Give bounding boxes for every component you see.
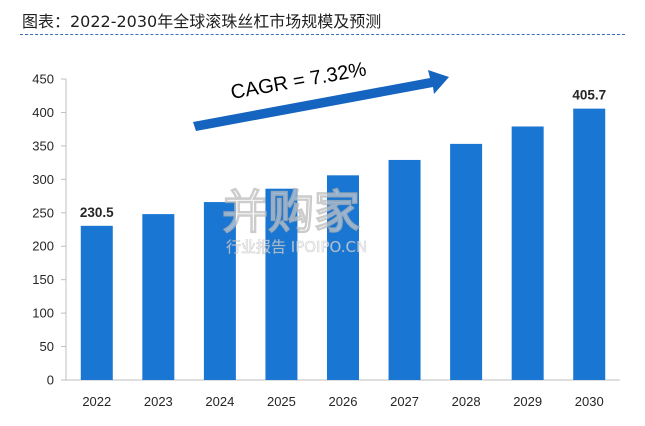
title-divider — [20, 34, 625, 35]
bar-2026 — [327, 175, 359, 380]
page-title: 图表：2022-2030年全球滚珠丝杠市场规模及预测 — [22, 12, 382, 31]
bar-2025 — [265, 188, 298, 380]
bar-2029 — [511, 126, 544, 380]
data-label-2030: 405.7 — [572, 88, 606, 103]
cagr-arrow — [193, 70, 449, 131]
watermark-sub: 行业报告 IPOIPO.CN — [226, 238, 367, 256]
y-tick-label: 0 — [47, 373, 54, 388]
x-tick-label: 2030 — [575, 394, 604, 409]
bar-2027 — [388, 159, 421, 380]
data-label-2022: 230.5 — [80, 205, 114, 220]
x-tick-label: 2024 — [205, 394, 234, 409]
y-tick-label: 250 — [32, 205, 54, 220]
cagr-arrow-shape — [193, 70, 449, 131]
y-tick-label: 200 — [32, 239, 54, 254]
bar-2028 — [450, 143, 483, 380]
y-tick-label: 450 — [32, 72, 54, 87]
bar-2023 — [142, 214, 175, 380]
y-tick-label: 300 — [32, 172, 54, 187]
x-tick-label: 2023 — [144, 394, 173, 409]
y-tick-label: 150 — [32, 272, 54, 287]
x-tick-label: 2028 — [452, 394, 481, 409]
x-axis: 2022 2023 2024 2025 2026 2027 2028 2029 2030 — [66, 379, 620, 409]
watermark: 并购家 行业报告 IPOIPO.CN — [222, 185, 368, 257]
watermark-brand: 并购家 — [222, 185, 360, 239]
bar-series — [80, 108, 606, 380]
y-tick-label: 350 — [32, 138, 54, 153]
x-tick-label: 2029 — [513, 394, 542, 409]
bar-2024 — [203, 202, 236, 380]
x-tick-label: 2025 — [267, 394, 296, 409]
x-tick-label: 2027 — [390, 394, 419, 409]
x-tick-label: 2022 — [82, 394, 111, 409]
y-axis: 0 50 100 150 200 250 300 350 400 450 — [32, 72, 67, 388]
y-tick-label: 50 — [40, 339, 54, 354]
data-labels: 230.5 405.7 — [80, 88, 606, 220]
bar-2022 — [80, 225, 113, 380]
bar-2030 — [573, 108, 606, 380]
x-tick-label: 2026 — [329, 394, 358, 409]
y-tick-label: 100 — [32, 306, 54, 321]
y-tick-label: 400 — [32, 105, 54, 120]
